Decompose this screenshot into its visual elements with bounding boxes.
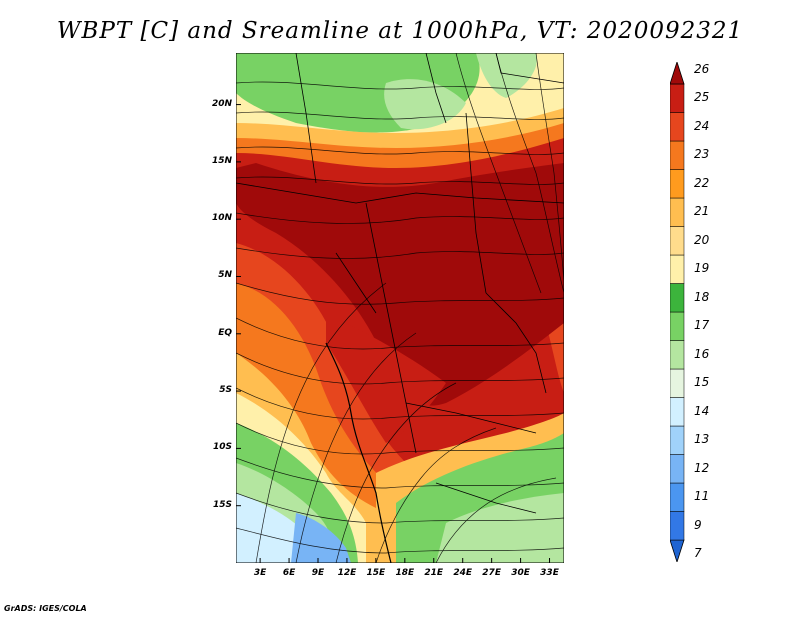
- colorbar-segment: [670, 425, 685, 455]
- lon-label: 21E: [424, 568, 444, 578]
- colorbar-level-label: 26: [694, 61, 710, 76]
- colorbar-segment: [670, 311, 685, 341]
- lon-label: 18E: [395, 568, 415, 578]
- colorbar-level-label: 20: [694, 232, 710, 247]
- wbpt-map: [236, 53, 564, 563]
- colorbar-level-label: 12: [694, 460, 710, 475]
- lat-label: 5S: [219, 385, 232, 396]
- y-ticks: [236, 104, 241, 507]
- x-ticks: [259, 558, 551, 563]
- colorbar-segment: [670, 340, 685, 370]
- colorbar-level-label: 19: [694, 261, 710, 276]
- field-blue-sw: [291, 513, 351, 563]
- colorbar-segment: [670, 83, 685, 113]
- colorbar-level-label: 9: [694, 517, 702, 532]
- coastline: [325, 342, 392, 563]
- chart-title: WBPT [C] and Sreamline at 1000hPa, VT: 2…: [56, 18, 744, 44]
- lat-label: 10S: [212, 442, 232, 453]
- lon-label: 6E: [282, 568, 296, 578]
- colorbar-level-label: 15: [694, 375, 710, 390]
- colorbar-bottom-triangle: [670, 539, 685, 562]
- lat-label: 20N: [211, 98, 232, 109]
- colorbar-segment: [670, 511, 685, 541]
- field-lightgreen-se: [436, 493, 564, 563]
- colorbar-segment: [670, 283, 685, 313]
- lat-label: 15N: [211, 155, 232, 166]
- lat-label: 10N: [211, 213, 232, 224]
- field-green-ne: [476, 53, 537, 98]
- colorbar-segment: [670, 226, 685, 256]
- colorbar-level-label: 14: [694, 403, 710, 418]
- lon-label: 9E: [311, 568, 325, 578]
- colorbar-segment: [670, 112, 685, 142]
- colorbar-level-label: 25: [694, 90, 710, 105]
- lon-label: 30E: [511, 568, 530, 578]
- colorbar-level-label: 22: [694, 175, 710, 190]
- lat-label: 15S: [212, 499, 232, 510]
- colorbar-level-label: 7: [694, 546, 702, 561]
- colorbar-segment: [670, 169, 685, 199]
- colorbar-level-label: 16: [694, 346, 710, 361]
- colorbar-level-label: 11: [694, 489, 710, 504]
- colorbar-segment: [670, 254, 685, 284]
- footer-credit: GrADS: IGES/COLA: [4, 604, 87, 613]
- colorbar-level-label: 17: [694, 318, 710, 333]
- colorbar-segment: [670, 397, 685, 427]
- colorbar-level-label: 24: [694, 118, 710, 133]
- colorbar-level-label: 13: [694, 432, 710, 447]
- country-borders: [236, 53, 564, 514]
- lon-label: 3E: [253, 568, 267, 578]
- lon-label: 12E: [337, 568, 357, 578]
- streamlines: [236, 53, 564, 563]
- colorbar-segment: [670, 454, 685, 484]
- colorbar: [670, 62, 685, 562]
- colorbar-segment: [670, 482, 685, 512]
- lon-label: 27E: [482, 568, 501, 578]
- colorbar-segment: [670, 140, 685, 170]
- field-darkred-core: [236, 163, 564, 406]
- lon-label: 15E: [366, 568, 386, 578]
- colorbar-top-triangle: [670, 62, 685, 85]
- lat-label: 5N: [218, 270, 232, 281]
- colorbar-level-label: 21: [694, 204, 710, 219]
- lon-label: 33E: [540, 568, 559, 578]
- colorbar-segment: [670, 368, 685, 398]
- field-red-core-2: [326, 313, 446, 443]
- lon-label: 24E: [453, 568, 473, 578]
- colorbar-level-label: 23: [694, 147, 710, 162]
- colorbar-segment: [670, 197, 685, 227]
- colorbar-level-label: 18: [694, 289, 710, 304]
- lat-label: EQ: [218, 327, 232, 338]
